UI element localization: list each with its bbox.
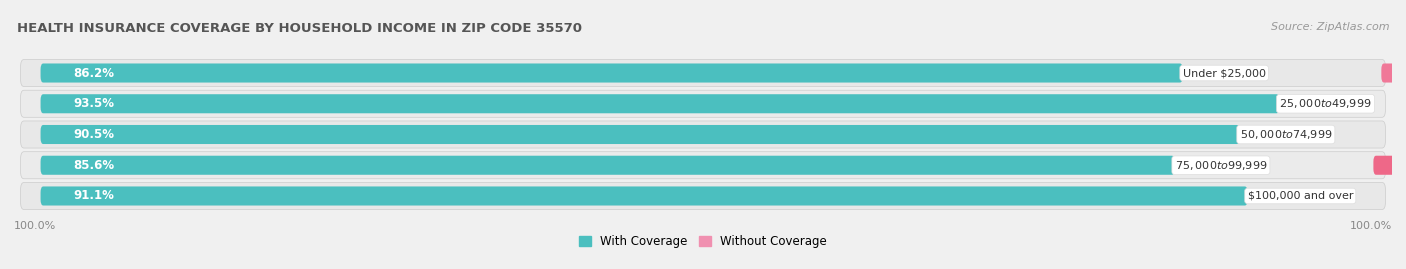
FancyBboxPatch shape <box>41 63 1182 83</box>
FancyBboxPatch shape <box>41 125 1240 144</box>
FancyBboxPatch shape <box>21 182 1385 210</box>
Text: $75,000 to $99,999: $75,000 to $99,999 <box>1174 159 1267 172</box>
Text: Source: ZipAtlas.com: Source: ZipAtlas.com <box>1271 22 1389 31</box>
Text: 86.2%: 86.2% <box>73 66 115 80</box>
Text: 100.0%: 100.0% <box>1350 221 1392 231</box>
Text: 85.6%: 85.6% <box>73 159 115 172</box>
Text: 100.0%: 100.0% <box>14 221 56 231</box>
FancyBboxPatch shape <box>21 90 1385 117</box>
Text: $25,000 to $49,999: $25,000 to $49,999 <box>1279 97 1372 110</box>
Text: Under $25,000: Under $25,000 <box>1182 68 1265 78</box>
Text: $100,000 and over: $100,000 and over <box>1247 191 1353 201</box>
FancyBboxPatch shape <box>1374 156 1406 175</box>
FancyBboxPatch shape <box>41 94 1279 113</box>
FancyBboxPatch shape <box>41 186 1247 206</box>
FancyBboxPatch shape <box>21 152 1385 179</box>
FancyBboxPatch shape <box>21 59 1385 87</box>
FancyBboxPatch shape <box>1381 63 1406 83</box>
FancyBboxPatch shape <box>41 156 1174 175</box>
Text: $50,000 to $74,999: $50,000 to $74,999 <box>1240 128 1331 141</box>
Text: 90.5%: 90.5% <box>73 128 115 141</box>
Legend: With Coverage, Without Coverage: With Coverage, Without Coverage <box>574 230 832 253</box>
Text: HEALTH INSURANCE COVERAGE BY HOUSEHOLD INCOME IN ZIP CODE 35570: HEALTH INSURANCE COVERAGE BY HOUSEHOLD I… <box>17 22 582 34</box>
Text: 91.1%: 91.1% <box>73 189 114 203</box>
FancyBboxPatch shape <box>21 121 1385 148</box>
Text: 93.5%: 93.5% <box>73 97 115 110</box>
